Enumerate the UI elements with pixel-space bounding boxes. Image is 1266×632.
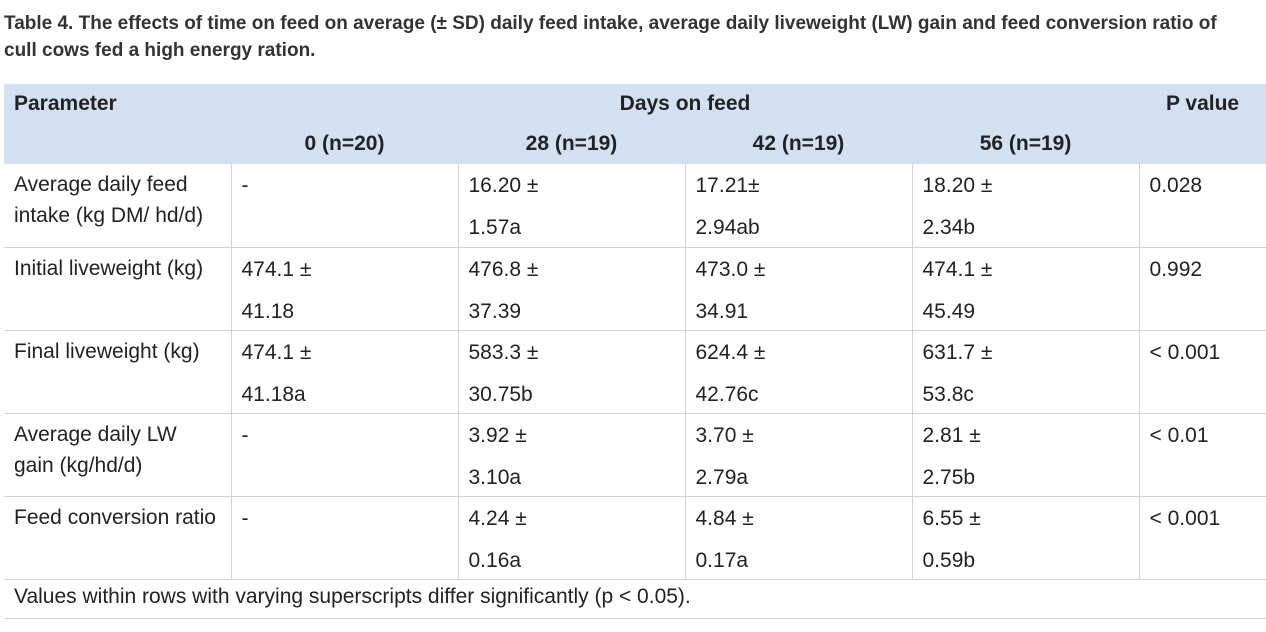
table-footnote: Values within rows with varying superscr… (4, 579, 1266, 619)
cell-value-sd: 45.49 (922, 300, 976, 323)
cell-value-sd: 41.18 (241, 300, 295, 323)
cell-value-sd: 2.79a (695, 466, 749, 489)
cell-value-sd: 0.16a (468, 549, 522, 572)
p-value-cell: < 0.001 (1138, 330, 1266, 414)
cell-value-sd: 41.18a (241, 383, 306, 406)
data-cell: - (230, 413, 459, 497)
cell-value-mean: 4.24 ± (468, 507, 527, 530)
data-cell: 474.1 ± 45.49 (911, 247, 1140, 331)
days-on-feed-header: Days on feed (619, 92, 751, 115)
data-cell: 631.7 ± 53.8c (911, 330, 1140, 414)
cell-value-mean: - (241, 424, 249, 447)
data-cell: 473.0 ± 34.91 (684, 247, 913, 331)
data-cell: 16.20 ± 1.57a (457, 164, 686, 248)
footnote-row: Values within rows with varying superscr… (4, 579, 1266, 619)
day-column-header: 28 (n=19) (525, 132, 618, 155)
cell-value-sd: 1.57a (468, 216, 522, 239)
cell-value-mean: 583.3 ± (468, 341, 539, 364)
data-cell: 17.21± 2.94ab (684, 164, 913, 248)
cell-value-mean: 16.20 ± (468, 174, 539, 197)
header-spacer (4, 124, 231, 164)
cell-value-sd: 2.94ab (695, 216, 760, 239)
data-cell: 474.1 ± 41.18a (230, 330, 459, 414)
cell-value-mean: 17.21± (695, 174, 760, 197)
cell-value-mean: 18.20 ± (922, 174, 993, 197)
day-column-header: 0 (n=20) (304, 132, 385, 155)
data-cell: 3.92 ± 3.10a (457, 413, 686, 497)
data-cell: 624.4 ± 42.76c (684, 330, 913, 414)
p-value-cell: < 0.01 (1138, 413, 1266, 497)
cell-value-mean: 4.84 ± (695, 507, 754, 530)
table-caption: Table 4. The effects of time on feed on … (4, 13, 1217, 61)
cell-value-sd: 53.8c (922, 383, 974, 406)
data-cell: 4.24 ± 0.16a (457, 496, 686, 580)
cell-value-sd: 0.59b (922, 549, 976, 572)
results-table: Parameter Days on feed P value 0 (n=20) … (4, 84, 1266, 619)
cell-value-mean: 476.8 ± (468, 258, 539, 281)
cell-value-mean: - (241, 174, 249, 197)
cell-value-mean: 474.1 ± (922, 258, 993, 281)
cell-value-mean: 3.92 ± (468, 424, 527, 447)
cell-value-sd: 3.10a (468, 466, 522, 489)
table-row: Average daily LW gain (kg/hd/d) - 3.92 ±… (4, 413, 1266, 497)
data-cell: 4.84 ± 0.17a (684, 496, 913, 580)
cell-value-mean: 624.4 ± (695, 341, 766, 364)
cell-value-mean: 474.1 ± (241, 258, 312, 281)
header-spacer (1139, 124, 1266, 164)
p-value-header: P value (1165, 92, 1240, 115)
data-cell: - (230, 496, 459, 580)
data-cell: 6.55 ± 0.59b (911, 496, 1140, 580)
data-cell: 583.3 ± 30.75b (457, 330, 686, 414)
p-value-cell: 0.992 (1138, 247, 1266, 331)
header-row-days: 0 (n=20) 28 (n=19) 42 (n=19) 56 (n=19) (4, 124, 1266, 164)
table-row: Average daily feed intake (kg DM/ hd/d) … (4, 164, 1266, 248)
cell-value-mean: 2.81 ± (922, 424, 981, 447)
row-parameter-label: Average daily LW gain (kg/hd/d) (4, 413, 232, 497)
cell-value-sd: 30.75b (468, 383, 533, 406)
row-parameter-label: Feed conversion ratio (4, 496, 232, 580)
row-parameter-label: Final liveweight (kg) (4, 330, 232, 414)
cell-value-sd: 42.76c (695, 383, 759, 406)
cell-value-sd: 34.91 (695, 300, 749, 323)
cell-value-sd: 2.75b (922, 466, 976, 489)
header-row-primary: Parameter Days on feed P value (4, 84, 1266, 124)
cell-value-mean: 631.7 ± (922, 341, 993, 364)
day-column-header: 56 (n=19) (979, 132, 1072, 155)
p-value-cell: < 0.001 (1138, 496, 1266, 580)
cell-value-sd: 0.17a (695, 549, 749, 572)
table-row: Final liveweight (kg) 474.1 ± 41.18a 583.… (4, 330, 1266, 414)
day-column-header: 42 (n=19) (752, 132, 845, 155)
row-parameter-label: Average daily feed intake (kg DM/ hd/d) (4, 164, 232, 248)
data-cell: 18.20 ± 2.34b (911, 164, 1140, 248)
data-cell: 476.8 ± 37.39 (457, 247, 686, 331)
table-row: Initial liveweight (kg) 474.1 ± 41.18 476… (4, 247, 1266, 331)
cell-value-sd: 2.34b (922, 216, 976, 239)
parameter-header: Parameter (14, 92, 117, 115)
cell-value-mean: 473.0 ± (695, 258, 766, 281)
row-parameter-label: Initial liveweight (kg) (4, 247, 232, 331)
p-value-cell: 0.028 (1138, 164, 1266, 248)
cell-value-mean: 6.55 ± (922, 507, 981, 530)
cell-value-mean: 474.1 ± (241, 341, 312, 364)
data-cell: 2.81 ± 2.75b (911, 413, 1140, 497)
data-cell: - (230, 164, 459, 248)
data-cell: 474.1 ± 41.18 (230, 247, 459, 331)
data-cell: 3.70 ± 2.79a (684, 413, 913, 497)
cell-value-mean: 3.70 ± (695, 424, 754, 447)
table-row: Feed conversion ratio - 4.24 ± 0.16a 4.84… (4, 496, 1266, 580)
cell-value-mean: - (241, 507, 249, 530)
cell-value-sd: 37.39 (468, 300, 522, 323)
